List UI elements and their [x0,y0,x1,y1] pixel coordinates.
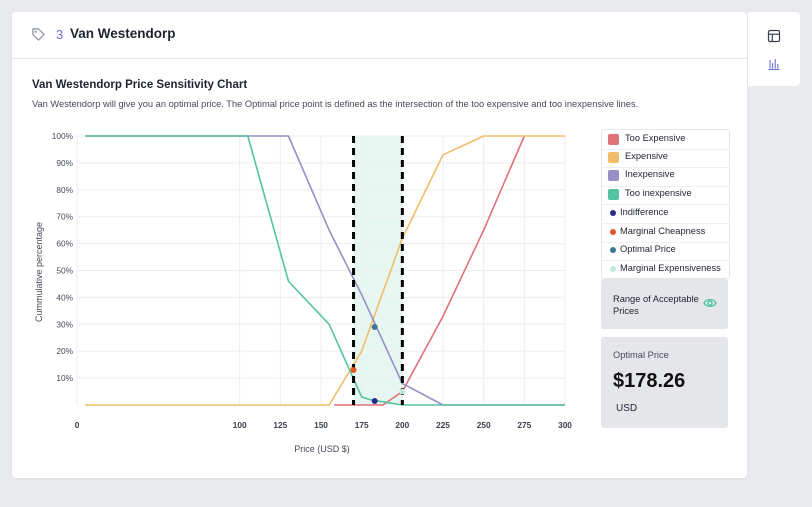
series-line-too-inexpensive [85,135,565,406]
side-toolbar [748,12,800,86]
legend-label: Expensive [625,151,668,161]
legend-item-marginal-expensiveness[interactable]: Marginal Expensiveness [602,261,729,279]
point-marginal-cheapness [350,367,357,374]
legend-swatch [608,170,619,181]
table-icon[interactable] [767,29,781,43]
y-tick-label: 80% [56,185,73,195]
legend-label: Marginal Expensiveness [620,263,721,273]
legend-label: Indifference [620,207,669,217]
y-axis-title: Cummulative percentage [34,222,44,322]
x-tick-label: 150 [314,420,328,430]
legend-label: Optimal Price [620,244,676,254]
optimal-price-label: Optimal Price [613,350,669,360]
legend-label: Inexpensive [625,169,675,179]
chart-heading: Van Westendorp Price Sensitivity Chart [32,79,248,91]
legend-swatch [608,134,619,145]
x-tick-label: 200 [395,420,409,430]
x-tick-label: 100 [233,420,247,430]
legend-item-indifference[interactable]: Indifference [602,205,729,223]
legend-label: Too Expensive [625,133,686,143]
chart-description: Van Westendorp will give you an optimal … [32,99,639,109]
legend-swatch [608,189,619,200]
y-tick-label: 70% [56,212,73,222]
point-marginal-expensiveness [399,388,406,395]
optimal-price-value: $178.26 [613,370,686,392]
legend-item-expensive[interactable]: Expensive [602,149,729,167]
tag-icon [32,28,45,41]
series-line-too-expensive [334,135,526,406]
point-indifference [371,397,378,404]
card-header: 3 Van Westendorp [12,12,747,59]
legend-item-too-expensive[interactable]: Too Expensive [602,131,729,149]
legend-dot [610,210,616,216]
y-tick-label: 20% [56,346,73,356]
x-tick-label: 175 [355,420,369,430]
legend-swatch [608,152,619,163]
y-tick-label: 30% [56,319,73,329]
chart-legend: Too Expensive Expensive Inexpensive Too … [601,129,730,279]
y-tick-label: 10% [56,373,73,383]
x-axis-title: Price (USD $) [294,444,350,454]
y-tick-label: 100% [52,131,74,141]
y-tick-label: 60% [56,239,73,249]
legend-item-optimal-price[interactable]: Optimal Price [602,242,729,260]
legend-label: Too inexpensive [625,188,692,198]
point-optimal-price [371,323,378,330]
x-tick-label: 225 [436,420,450,430]
legend-dot [610,266,616,272]
legend-item-inexpensive[interactable]: Inexpensive [602,167,729,185]
x-tick-label: 300 [558,420,572,430]
legend-label: Marginal Cheapness [620,226,706,236]
x-tick-label: 250 [477,420,491,430]
x-tick-label: 275 [517,420,531,430]
range-label: Range of Acceptable Prices [613,294,699,316]
section-number: 3 [56,27,64,42]
series-line-expensive [85,135,565,406]
section-title: Van Westendorp [70,26,176,41]
optimal-price-box: Optimal Price $178.26 USD [601,337,728,428]
bar-chart-icon[interactable] [767,57,781,71]
eye-icon[interactable] [703,297,717,309]
optimal-price-unit: USD [616,403,638,414]
x-tick-label: 0 [75,420,80,430]
acceptable-range-toggle[interactable]: Range of Acceptable Prices [601,279,728,329]
legend-item-marginal-cheapness[interactable]: Marginal Cheapness [602,224,729,242]
y-tick-label: 90% [56,158,73,168]
y-tick-label: 50% [56,266,73,276]
legend-dot [610,229,616,235]
y-tick-label: 40% [56,292,73,302]
x-tick-label: 125 [273,420,287,430]
legend-dot [610,247,616,253]
legend-item-too-inexpensive[interactable]: Too inexpensive [602,186,729,204]
